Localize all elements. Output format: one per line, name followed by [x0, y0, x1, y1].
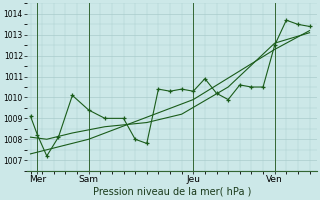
X-axis label: Pression niveau de la mer( hPa ): Pression niveau de la mer( hPa ) [92, 187, 251, 197]
